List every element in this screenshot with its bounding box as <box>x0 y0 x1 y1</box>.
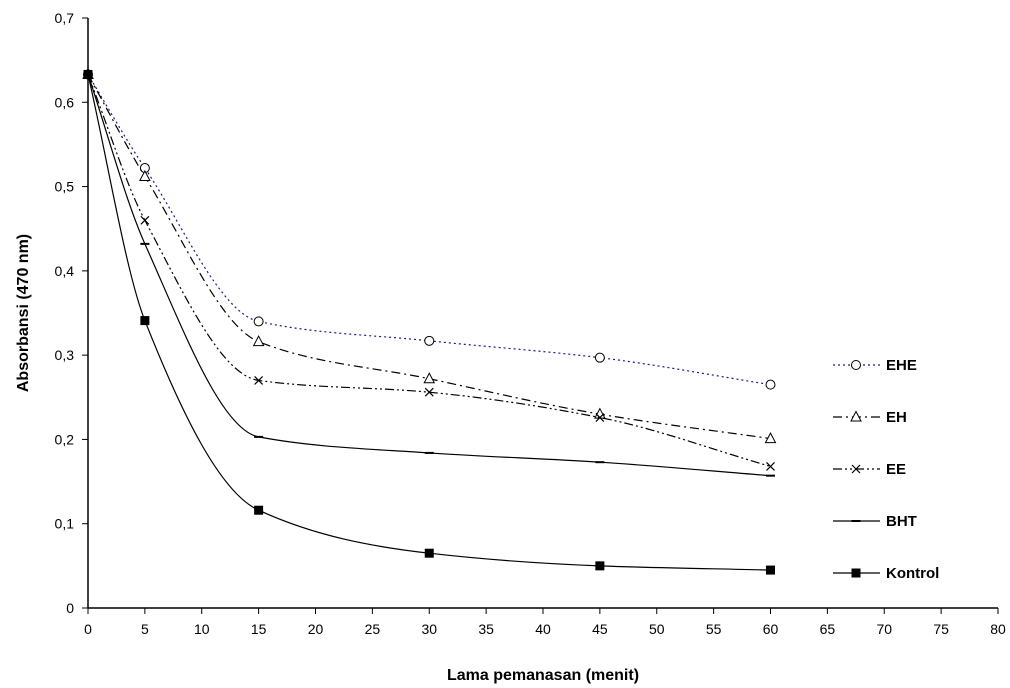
x-tick-label: 70 <box>876 621 892 637</box>
x-tick-label: 25 <box>365 621 381 637</box>
data-point-ee <box>766 461 775 471</box>
legend-label-kontrol: Kontrol <box>886 565 939 582</box>
legend-marker-eh <box>850 410 862 422</box>
x-tick-label: 30 <box>421 621 437 637</box>
legend-marker-ehe <box>851 360 861 370</box>
x-tick-label: 15 <box>251 621 267 637</box>
x-tick-label: 60 <box>763 621 779 637</box>
x-tick-label: 75 <box>933 621 949 637</box>
x-tick-label: 5 <box>141 621 149 637</box>
y-tick-label: 0,3 <box>55 347 75 363</box>
data-point-kontrol <box>766 565 775 575</box>
series-line-ee <box>87 74 771 467</box>
data-point-kontrol <box>254 505 264 515</box>
axes <box>87 18 998 609</box>
x-tick-labels: 0 5 10 15 20 25 30 35 40 45 50 55 60 65 70 75 80 <box>84 608 1006 637</box>
series-layer <box>82 67 777 575</box>
y-tick-label: 0,7 <box>55 10 75 26</box>
legend: EHE EH EE BHT Kontrol <box>833 357 939 582</box>
legend-label-ehe: EHE <box>886 357 917 374</box>
series-line-ehe <box>87 74 771 386</box>
y-axis-title: Absorbansi (470 nm) <box>15 234 32 392</box>
legend-marker-kontrol <box>851 568 861 578</box>
legend-item-ehe: EHE <box>833 357 917 374</box>
data-point-ee <box>424 387 434 397</box>
legend-item-bht: BHT <box>833 513 917 530</box>
series-ee <box>83 70 775 471</box>
x-tick-label: 0 <box>84 621 92 637</box>
x-tick-label: 80 <box>990 621 1006 637</box>
x-tick-label: 45 <box>592 621 608 637</box>
data-point-ee <box>595 413 605 422</box>
series-eh <box>82 67 777 444</box>
data-point-eh <box>764 432 777 444</box>
x-tick-label: 10 <box>194 621 210 637</box>
data-point-kontrol <box>595 561 605 571</box>
legend-marker-ee <box>851 464 861 474</box>
series-line-bht <box>87 74 771 477</box>
series-bht <box>83 73 775 477</box>
x-axis-title: Lama pemanasan (menit) <box>447 667 639 684</box>
data-point-kontrol <box>140 316 150 326</box>
x-tick-label: 65 <box>820 621 836 637</box>
series-ehe <box>83 69 776 390</box>
x-tick-label: 40 <box>535 621 551 637</box>
data-point-ee <box>140 215 150 225</box>
data-point-ee <box>254 376 264 385</box>
series-line-eh <box>87 74 771 440</box>
legend-label-eh: EH <box>886 409 907 426</box>
series-kontrol <box>83 69 775 575</box>
y-tick-label: 0,5 <box>55 179 75 195</box>
data-point-kontrol <box>83 69 93 79</box>
y-tick-label: 0,2 <box>55 431 75 447</box>
data-point-ehe <box>424 335 435 346</box>
y-tick-label: 0,4 <box>55 263 75 279</box>
data-point-kontrol <box>424 548 434 558</box>
series-line-kontrol <box>87 74 771 571</box>
data-point-ehe <box>253 316 264 327</box>
data-point-eh <box>252 335 265 347</box>
legend-item-kontrol: Kontrol <box>833 565 939 582</box>
legend-item-ee: EE <box>833 461 906 478</box>
x-tick-label: 50 <box>649 621 665 637</box>
x-tick-label: 35 <box>478 621 494 637</box>
data-point-ehe <box>765 379 776 390</box>
data-point-eh <box>139 169 151 181</box>
y-tick-labels: 0 0,1 0,2 0,3 0,4 0,5 0,6 0,7 <box>55 10 88 616</box>
data-point-ehe <box>594 352 605 363</box>
legend-item-eh: EH <box>833 409 907 426</box>
x-tick-label: 55 <box>706 621 722 637</box>
legend-label-ee: EE <box>886 461 906 478</box>
y-tick-label: 0,1 <box>55 516 75 532</box>
data-point-eh <box>423 372 436 384</box>
y-tick-label: 0 <box>66 600 74 616</box>
legend-label-bht: BHT <box>886 513 917 530</box>
x-tick-label: 20 <box>308 621 324 637</box>
y-tick-label: 0,6 <box>55 94 75 110</box>
